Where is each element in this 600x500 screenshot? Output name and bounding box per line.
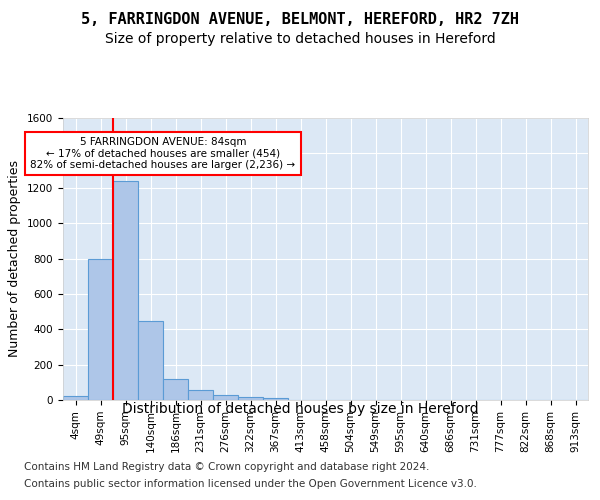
- Text: Contains public sector information licensed under the Open Government Licence v3: Contains public sector information licen…: [24, 479, 477, 489]
- Bar: [63, 396, 88, 400]
- Y-axis label: Number of detached properties: Number of detached properties: [8, 160, 22, 357]
- Bar: [188, 390, 213, 400]
- Bar: [163, 379, 188, 400]
- Bar: [213, 395, 238, 400]
- Text: 5 FARRINGDON AVENUE: 84sqm
← 17% of detached houses are smaller (454)
82% of sem: 5 FARRINGDON AVENUE: 84sqm ← 17% of deta…: [31, 137, 296, 170]
- Bar: [238, 397, 263, 400]
- Text: Distribution of detached houses by size in Hereford: Distribution of detached houses by size …: [122, 402, 478, 416]
- Text: Contains HM Land Registry data © Crown copyright and database right 2024.: Contains HM Land Registry data © Crown c…: [24, 462, 430, 472]
- Text: Size of property relative to detached houses in Hereford: Size of property relative to detached ho…: [104, 32, 496, 46]
- Bar: [138, 320, 163, 400]
- Text: 5, FARRINGDON AVENUE, BELMONT, HEREFORD, HR2 7ZH: 5, FARRINGDON AVENUE, BELMONT, HEREFORD,…: [81, 12, 519, 28]
- Bar: [263, 398, 288, 400]
- Bar: [113, 181, 138, 400]
- Bar: [88, 259, 113, 400]
